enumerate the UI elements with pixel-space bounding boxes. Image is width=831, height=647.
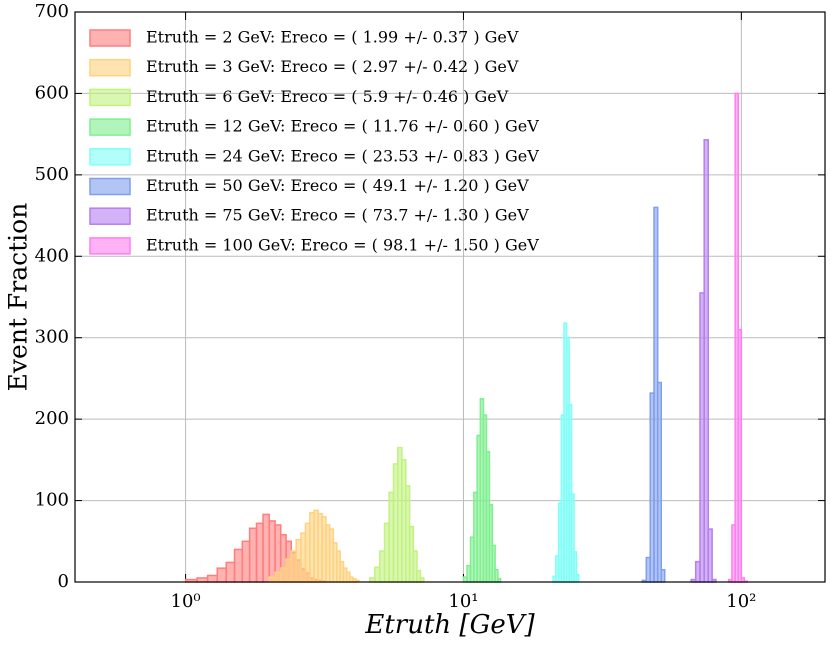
hist-bar bbox=[285, 558, 292, 583]
hist-bar bbox=[196, 577, 209, 583]
hist-bar bbox=[225, 561, 236, 583]
histogram-series bbox=[552, 322, 580, 583]
hist-bar bbox=[255, 522, 264, 583]
legend-swatch bbox=[89, 58, 131, 77]
hist-bar bbox=[241, 540, 251, 583]
y-tick-label: 200 bbox=[35, 408, 69, 429]
y-tick-label: 0 bbox=[58, 571, 69, 592]
x-axis-label: Etruth [GeV] bbox=[364, 610, 535, 640]
legend-label: Etruth = 2 GeV: Ereco = ( 1.99 +/- 0.37 … bbox=[146, 28, 519, 47]
legend-swatch bbox=[89, 177, 131, 196]
legend-label: Etruth = 50 GeV: Ereco = ( 49.1 +/- 1.20… bbox=[146, 176, 529, 195]
y-tick-label: 700 bbox=[35, 1, 69, 22]
hist-bar bbox=[660, 569, 666, 583]
x-tick-label: 10² bbox=[726, 591, 756, 612]
hist-bar bbox=[268, 520, 276, 583]
hist-bar bbox=[248, 527, 258, 583]
legend-label: Etruth = 12 GeV: Ereco = ( 11.76 +/- 0.6… bbox=[146, 117, 539, 136]
hist-bar bbox=[268, 576, 276, 583]
hist-bar bbox=[737, 328, 743, 583]
legend-label: Etruth = 100 GeV: Ereco = ( 98.1 +/- 1.5… bbox=[146, 235, 539, 254]
grid bbox=[75, 11, 825, 583]
x-tick-label: 10⁰ bbox=[171, 591, 201, 612]
histogram-series bbox=[369, 446, 425, 583]
hist-bar bbox=[707, 528, 713, 583]
hist-bar bbox=[419, 577, 425, 583]
histogram-series bbox=[462, 398, 502, 583]
x-tick-label: 10¹ bbox=[448, 591, 478, 612]
hist-bar bbox=[262, 513, 270, 583]
hist-bar bbox=[369, 577, 376, 583]
legend-label: Etruth = 3 GeV: Ereco = ( 2.97 +/- 0.42 … bbox=[146, 57, 519, 76]
histogram-series bbox=[641, 206, 666, 583]
y-tick-label: 600 bbox=[35, 82, 69, 103]
plot-frame bbox=[74, 11, 826, 583]
hist-bar bbox=[575, 573, 580, 583]
legend-swatch bbox=[89, 29, 131, 47]
hist-bar bbox=[216, 567, 227, 583]
y-axis-label: Event Fraction bbox=[4, 203, 33, 392]
legend-swatch bbox=[89, 237, 131, 255]
hist-bar bbox=[703, 139, 709, 583]
hist-bar bbox=[233, 548, 244, 583]
y-tick-label: 100 bbox=[35, 490, 69, 511]
hist-bar bbox=[274, 571, 282, 583]
legend-label: Etruth = 6 GeV: Ereco = ( 5.9 +/- 0.46 )… bbox=[146, 87, 509, 106]
hist-bar bbox=[279, 567, 287, 583]
legend-swatch bbox=[89, 207, 131, 225]
y-tick-label: 300 bbox=[35, 327, 69, 348]
legend-swatch bbox=[89, 148, 131, 166]
y-tick-label: 500 bbox=[35, 164, 69, 185]
hist-bar bbox=[656, 381, 663, 583]
legend-swatch bbox=[89, 118, 131, 136]
hist-bar bbox=[206, 574, 218, 583]
legend-swatch bbox=[89, 88, 131, 107]
legend-label: Etruth = 24 GeV: Ereco = ( 23.53 +/- 0.8… bbox=[146, 146, 539, 165]
legend-label: Etruth = 75 GeV: Ereco = ( 73.7 +/- 1.30… bbox=[146, 206, 529, 225]
y-tick-label: 400 bbox=[35, 245, 69, 266]
histogram-series bbox=[690, 139, 717, 583]
